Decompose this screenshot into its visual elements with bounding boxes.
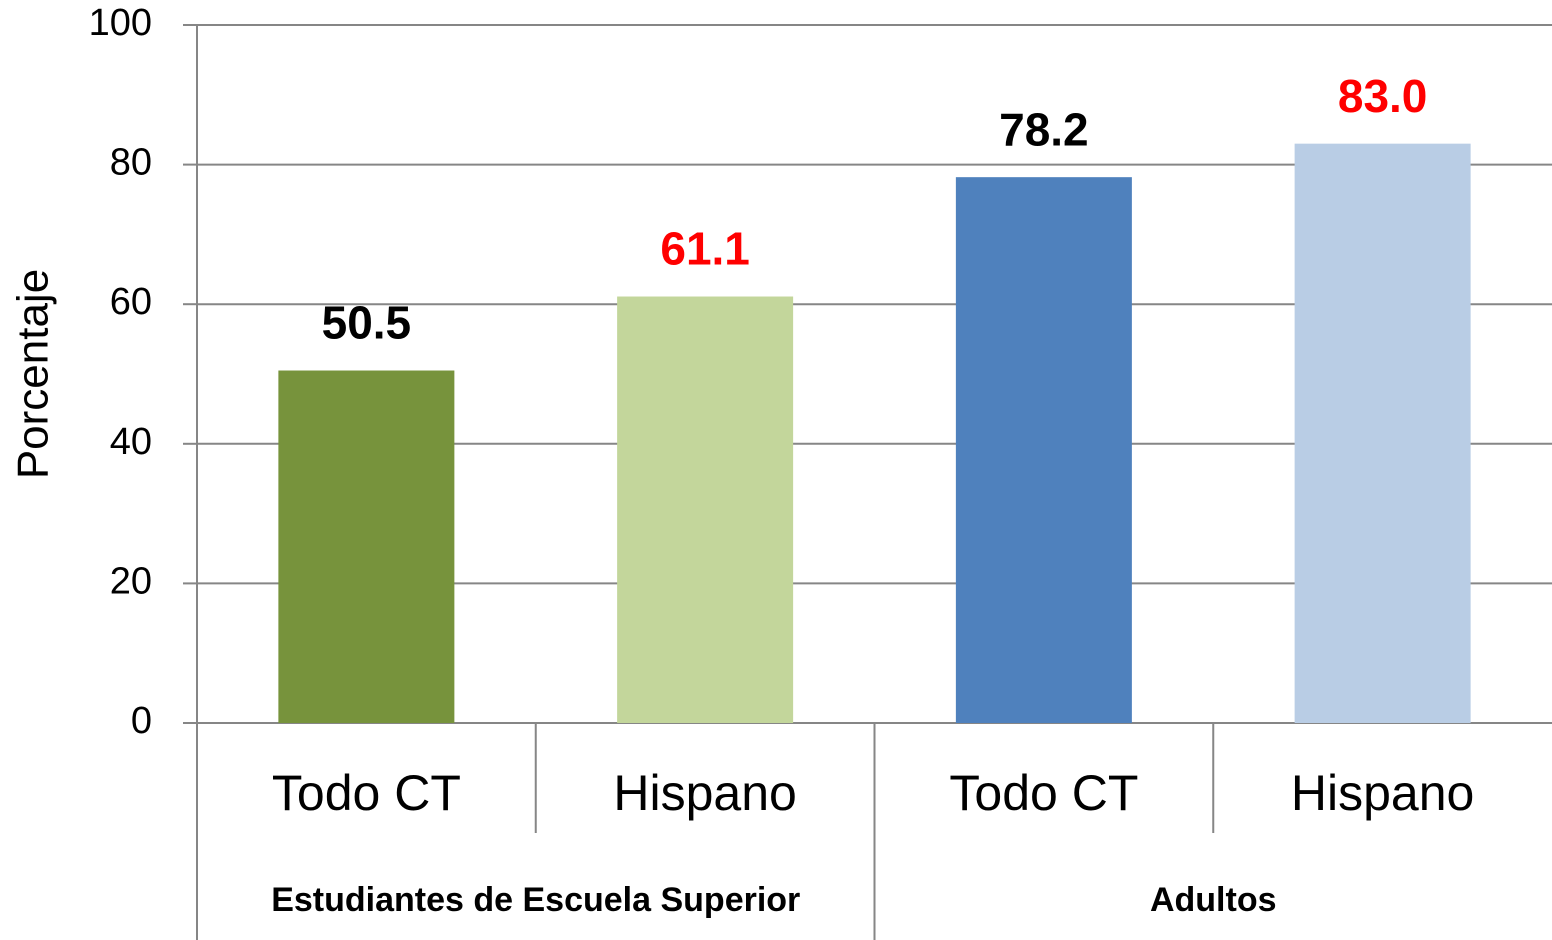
y-tick-label: 0 [131, 700, 152, 742]
bar [617, 296, 794, 723]
y-tick-label: 40 [110, 421, 152, 463]
group-label: Estudiantes de Escuela Superior [271, 881, 800, 919]
value-label: 61.1 [660, 223, 750, 275]
value-label: 83.0 [1338, 70, 1428, 122]
x-tick-label: Hispano [613, 765, 796, 821]
bar [278, 370, 455, 723]
value-label: 50.5 [322, 297, 412, 349]
y-tick-label: 20 [110, 560, 152, 602]
value-label: 78.2 [999, 103, 1089, 155]
x-tick-label: Todo CT [949, 765, 1138, 821]
bar [955, 177, 1132, 723]
group-label: Adultos [1150, 881, 1277, 919]
y-tick-label: 80 [110, 142, 152, 184]
y-axis-label: Porcentaje [9, 269, 58, 479]
y-tick-label: 100 [89, 2, 152, 44]
bar [1294, 143, 1471, 723]
x-tick-label: Hispano [1291, 765, 1474, 821]
y-tick-label: 60 [110, 281, 152, 323]
x-tick-label: Todo CT [272, 765, 461, 821]
